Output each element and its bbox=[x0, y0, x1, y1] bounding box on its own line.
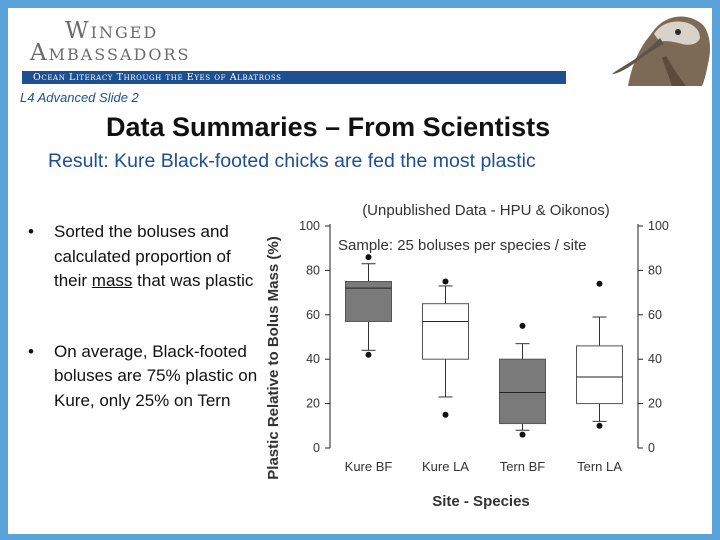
y-tick-label-left: 60 bbox=[306, 308, 320, 322]
outlier-point bbox=[596, 422, 603, 429]
logo-text-ambassadors: Ambassadors bbox=[30, 40, 191, 66]
tagline-text: Ocean Literacy Through the Eyes of Albat… bbox=[33, 72, 282, 83]
box-tern-bf bbox=[499, 358, 546, 425]
y-tick-label-left: 0 bbox=[313, 441, 320, 455]
outlier-point bbox=[519, 322, 526, 329]
page-title: Data Summaries – From Scientists bbox=[106, 112, 551, 142]
y-tick-label-left: 20 bbox=[306, 397, 320, 411]
box-tern-la bbox=[576, 345, 623, 405]
x-axis-label: Site - Species bbox=[432, 493, 530, 510]
outlier-point bbox=[442, 411, 449, 418]
result-subtitle: Result: Kure Black-footed chicks are fed… bbox=[48, 150, 536, 172]
bullet-list: • Sorted the boluses and calculated prop… bbox=[28, 220, 258, 413]
outlier-point bbox=[596, 280, 603, 287]
bullet-item-average: • On average, Black-footed boluses are 7… bbox=[28, 340, 258, 414]
bullet-item-sorted: • Sorted the boluses and calculated prop… bbox=[28, 220, 258, 294]
x-tick-label: Kure BF bbox=[345, 459, 393, 474]
box-kure-bf bbox=[345, 281, 392, 322]
bullet-text: Sorted the boluses and calculated propor… bbox=[54, 222, 231, 290]
outlier-point bbox=[365, 351, 372, 358]
chart-annotation: Sample: 25 boluses per species / site bbox=[338, 237, 586, 254]
x-tick-label: Kure LA bbox=[422, 459, 469, 474]
bullet-marker: • bbox=[28, 341, 34, 361]
outlier-point bbox=[365, 254, 372, 261]
y-tick-label-right: 0 bbox=[648, 441, 655, 455]
y-tick-label-right: 100 bbox=[648, 219, 669, 233]
outlier-point bbox=[442, 278, 449, 285]
bullet-text-underlined: mass bbox=[91, 271, 133, 290]
slide-label: L4 Advanced Slide 2 bbox=[20, 90, 139, 105]
bullet-text: that was plastic bbox=[132, 271, 254, 290]
y-tick-label-left: 40 bbox=[306, 352, 320, 366]
bullet-text: On average, Black-footed boluses are 75%… bbox=[54, 341, 258, 410]
bullet-marker: • bbox=[28, 222, 34, 241]
y-tick-label-right: 20 bbox=[648, 397, 662, 411]
slide: Winged Ambassadors Ocean Literacy Throug… bbox=[8, 8, 712, 534]
chart-title: (Unpublished Data - HPU & Oikonos) bbox=[362, 202, 610, 219]
box-kure-la bbox=[422, 303, 469, 360]
x-tick-label: Tern LA bbox=[577, 459, 622, 474]
tagline-banner bbox=[22, 71, 566, 84]
outlier-point bbox=[519, 431, 526, 438]
y-axis-label: Plastic Relative to Bolus Mass (%) bbox=[265, 236, 282, 479]
y-tick-label-right: 60 bbox=[648, 308, 662, 322]
y-tick-label-left: 80 bbox=[306, 263, 320, 277]
logo-text-winged: Winged bbox=[65, 18, 159, 44]
boxplot-chart: (Unpublished Data - HPU & Oikonos) Sampl… bbox=[265, 202, 669, 510]
x-tick-label: Tern BF bbox=[500, 459, 546, 474]
albatross-icon bbox=[612, 16, 710, 86]
y-tick-label-right: 40 bbox=[648, 352, 662, 366]
y-tick-label-left: 100 bbox=[299, 219, 320, 233]
y-tick-label-right: 80 bbox=[648, 263, 662, 277]
